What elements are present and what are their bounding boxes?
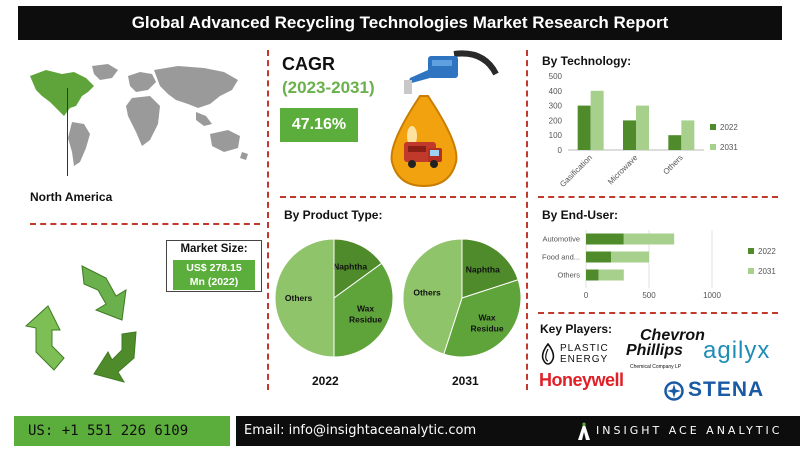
plastic-energy-logo-icon <box>541 343 555 365</box>
bar <box>586 233 624 245</box>
x-tick-label: 1000 <box>703 291 721 300</box>
divider <box>280 196 516 198</box>
bar <box>590 90 604 150</box>
end-user-title: By End-User: <box>542 208 619 222</box>
legend-swatch <box>710 144 716 150</box>
y-tick-label: 400 <box>549 87 563 96</box>
plastic-energy-word: PLASTIC <box>560 343 609 354</box>
bar <box>668 135 682 150</box>
key-players-title: Key Players: <box>540 322 613 336</box>
bar <box>611 251 649 263</box>
chevron-word: Chevron <box>640 327 705 344</box>
pie-slice-label: Wax <box>478 313 495 323</box>
pie-slice <box>333 262 394 358</box>
market-size-value-line: Mn (2022) <box>189 276 239 288</box>
footer-bar: Email: info@insightaceanalytic.com INSIG… <box>236 416 800 446</box>
pie-year-label: 2022 <box>312 374 339 388</box>
chevron-sub-word: Chemical Company LP <box>630 364 682 370</box>
stena-logo: STENA <box>688 378 765 401</box>
market-size-card: Market Size: US$ 278.15 Mn (2022) <box>166 240 262 292</box>
cagr-label: CAGR <box>282 54 335 74</box>
report-title: Global Advanced Recycling Technologies M… <box>18 6 782 40</box>
plastic-energy-logo: PLASTIC ENERGY <box>538 342 626 368</box>
product-type-pies: NaphthaWaxResidueOthersNaphthaWaxResidue… <box>274 238 522 358</box>
pie-slice-label: Residue <box>349 315 382 325</box>
technology-chart: 0 100 200 300 400 500 Gasification Microwave Oth… <box>549 72 739 189</box>
agilyx-logo: agilyx <box>703 337 771 364</box>
bar <box>586 269 599 281</box>
divider <box>267 50 269 390</box>
pie-slice-label: Wax <box>357 304 374 314</box>
y-tick-label: 100 <box>549 131 563 140</box>
pie-year-label: 2031 <box>452 374 479 388</box>
cagr-period: (2023-2031) <box>282 78 375 97</box>
footer-email[interactable]: Email: info@insightaceanalytic.com <box>244 423 477 438</box>
y-tick-label: Automotive <box>542 235 580 244</box>
x-tick-label: Gasification <box>558 153 594 189</box>
world-map-icon <box>30 64 248 166</box>
bar <box>681 120 695 150</box>
footer-phone[interactable]: US: +1 551 226 6109 <box>14 416 230 446</box>
bar <box>623 120 636 150</box>
honeywell-logo: Honeywell <box>539 370 624 390</box>
legend-label: 2022 <box>758 247 776 256</box>
legend-label: 2022 <box>720 123 738 132</box>
pie-slice <box>402 238 463 355</box>
market-size-value: US$ 278.15 Mn (2022) <box>173 260 255 290</box>
legend-label: 2031 <box>720 143 738 152</box>
plastic-energy-wordmark: PLASTIC ENERGY <box>560 343 609 365</box>
legend-swatch <box>748 268 754 274</box>
y-tick-label: 500 <box>549 72 563 81</box>
divider <box>538 196 778 198</box>
bar <box>598 269 624 281</box>
divider <box>538 312 778 314</box>
x-tick-label: Microwave <box>606 153 640 187</box>
region-marker-line <box>67 88 68 176</box>
chevron-phillips-logo: Chevron Phillips Chemical Company LP <box>626 327 705 374</box>
stena-logo-icon <box>664 381 684 401</box>
divider <box>30 223 260 225</box>
legend-swatch <box>710 124 716 130</box>
pie-slice <box>274 238 335 358</box>
legend-swatch <box>748 248 754 254</box>
y-tick-label: 0 <box>558 146 563 155</box>
pie-slice-label: Naphtha <box>333 261 367 271</box>
y-tick-label: Others <box>557 271 580 280</box>
pie-slice <box>443 279 522 358</box>
recycle-arrows-icon <box>24 265 137 383</box>
pie-slice-label: Others <box>413 287 441 297</box>
market-size-value-line: US$ 278.15 <box>186 262 242 274</box>
bar <box>636 105 649 150</box>
divider <box>526 50 528 390</box>
x-tick-label: 0 <box>584 291 589 300</box>
pie-slice-label: Residue <box>470 324 503 334</box>
cagr-value: 47.16% <box>280 108 358 142</box>
footer-brand: INSIGHT ACE ANALYTIC <box>596 424 783 437</box>
product-type-title: By Product Type: <box>284 208 383 222</box>
bar <box>623 233 675 245</box>
legend-label: 2031 <box>758 267 776 276</box>
plastic-energy-word: ENERGY <box>560 354 609 365</box>
fuel-nozzle-truck-icon <box>390 50 499 188</box>
y-tick-label: Food and... <box>542 253 580 262</box>
phillips-word: Phillips <box>626 342 683 359</box>
x-tick-label: 500 <box>642 291 656 300</box>
y-tick-label: 200 <box>549 116 563 125</box>
bar <box>577 105 591 150</box>
pie-slice-label: Naphtha <box>466 264 500 274</box>
pie-slice-label: Others <box>285 293 313 303</box>
market-size-title: Market Size: <box>180 243 248 255</box>
end-user-chart: 0 500 1000 Automotive Food and... Others 2022 2… <box>542 230 776 300</box>
pie-slice <box>461 238 519 299</box>
x-tick-label: Others <box>661 153 684 176</box>
technology-title: By Technology: <box>542 54 632 68</box>
pie-slice <box>333 238 383 299</box>
y-tick-label: 300 <box>549 102 563 111</box>
bar <box>586 251 612 263</box>
region-label: North America <box>30 190 113 204</box>
insight-ace-logo-icon <box>578 422 590 440</box>
